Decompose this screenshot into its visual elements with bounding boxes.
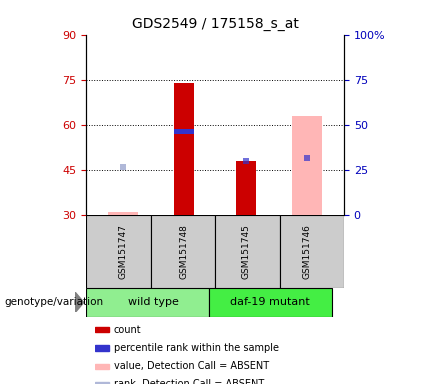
Title: GDS2549 / 175158_s_at: GDS2549 / 175158_s_at <box>132 17 298 31</box>
Bar <box>95 346 109 351</box>
Text: GSM151748: GSM151748 <box>180 224 189 279</box>
Bar <box>95 327 109 332</box>
Text: count: count <box>114 325 141 335</box>
Text: genotype/variation: genotype/variation <box>4 297 104 308</box>
Bar <box>236 161 255 215</box>
Bar <box>215 215 280 288</box>
Bar <box>175 129 194 134</box>
Bar <box>292 116 322 215</box>
Bar <box>209 288 332 317</box>
Text: daf-19 mutant: daf-19 mutant <box>230 297 310 308</box>
Text: rank, Detection Call = ABSENT: rank, Detection Call = ABSENT <box>114 379 264 384</box>
Text: wild type: wild type <box>128 297 179 308</box>
Bar <box>280 215 344 288</box>
Text: percentile rank within the sample: percentile rank within the sample <box>114 343 279 353</box>
Polygon shape <box>75 292 84 313</box>
Bar <box>86 215 150 288</box>
Bar <box>175 83 194 215</box>
Bar <box>95 364 109 369</box>
Bar <box>86 288 209 317</box>
Bar <box>108 212 138 215</box>
Bar <box>95 382 109 384</box>
Bar <box>150 215 215 288</box>
Text: GSM151747: GSM151747 <box>118 224 127 279</box>
Text: value, Detection Call = ABSENT: value, Detection Call = ABSENT <box>114 361 269 371</box>
Text: GSM151746: GSM151746 <box>303 224 312 279</box>
Text: GSM151745: GSM151745 <box>241 224 250 279</box>
